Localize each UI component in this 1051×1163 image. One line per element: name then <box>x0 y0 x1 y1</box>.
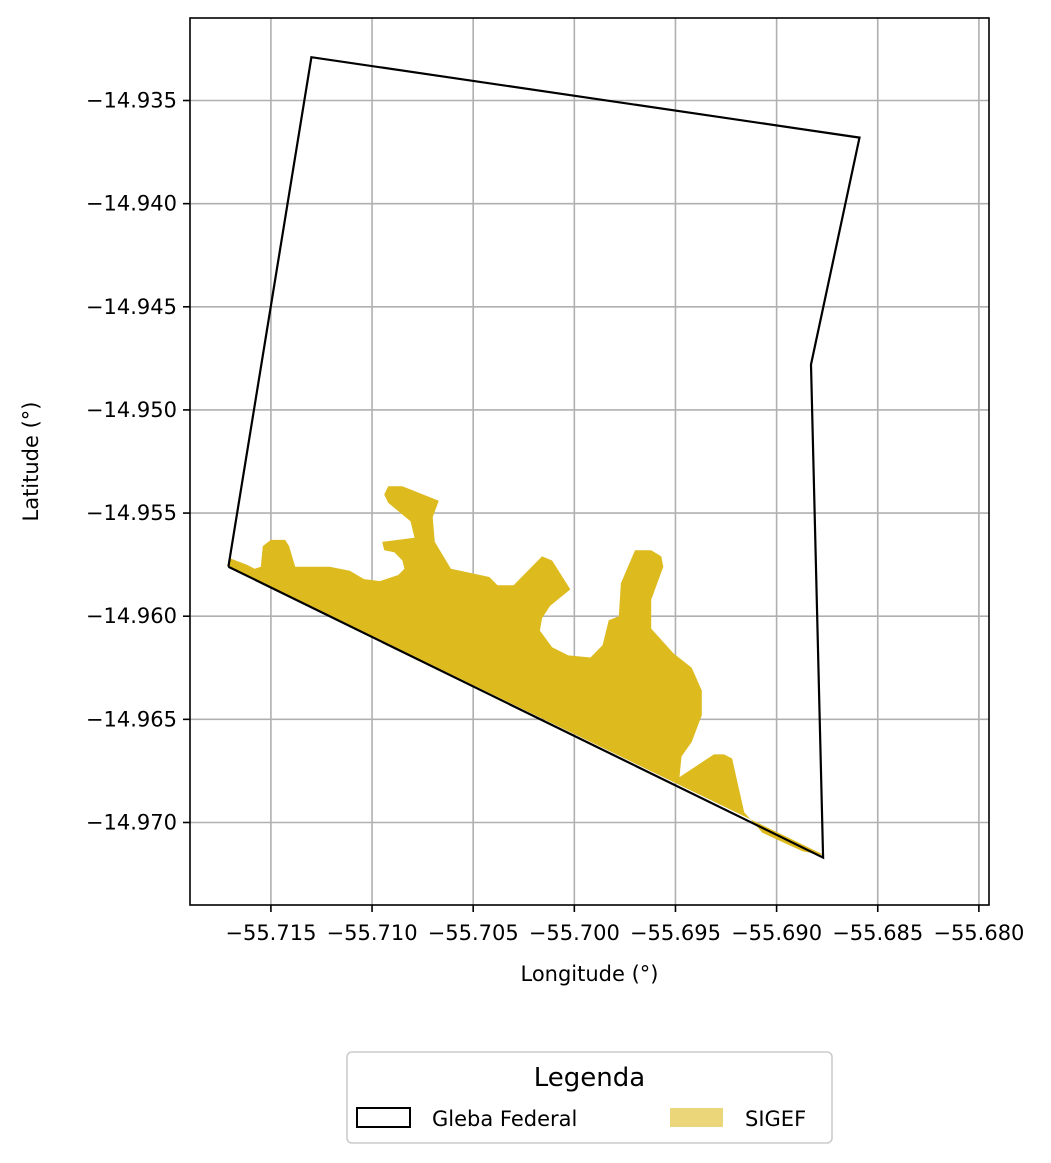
y-axis-label: Latitude (°) <box>19 402 43 522</box>
x-tick-label: −55.695 <box>630 921 721 945</box>
legend-label-sigef: SIGEF <box>745 1107 806 1131</box>
legend-label-gleba-federal: Gleba Federal <box>432 1107 577 1131</box>
y-tick-label: −14.965 <box>86 707 177 731</box>
axes-frame <box>189 17 990 906</box>
y-tick-label: −14.935 <box>86 89 177 113</box>
x-tick-label: −55.690 <box>731 921 822 945</box>
y-tick-label: −14.970 <box>86 810 177 834</box>
y-tick-label: −14.940 <box>86 192 177 216</box>
x-tick-label: −55.710 <box>327 921 418 945</box>
gleba-federal-polygon <box>227 55 861 860</box>
x-tick-label: −55.680 <box>933 921 1024 945</box>
legend-swatch-sigef <box>670 1108 723 1127</box>
x-tick-label: −55.700 <box>529 921 620 945</box>
x-tick-label: −55.705 <box>428 921 519 945</box>
x-axis-label: Longitude (°) <box>520 962 658 986</box>
x-tick-label: −55.685 <box>832 921 923 945</box>
y-tick-label: −14.955 <box>86 501 177 525</box>
y-tick-label: −14.960 <box>86 604 177 628</box>
legend: Legenda Gleba Federal SIGEF <box>346 1051 833 1144</box>
legend-swatch-gleba-federal <box>356 1107 411 1128</box>
axis-ticks: −55.715 −55.710 −55.705 −55.700 −55.695 −55.6… <box>86 89 1025 945</box>
y-tick-label: −14.950 <box>86 398 177 422</box>
map-layers <box>227 55 861 860</box>
sigef-polygon <box>228 486 826 856</box>
x-tick-label: −55.715 <box>225 921 316 945</box>
legend-title: Legenda <box>534 1063 645 1093</box>
y-tick-label: −14.945 <box>86 295 177 319</box>
